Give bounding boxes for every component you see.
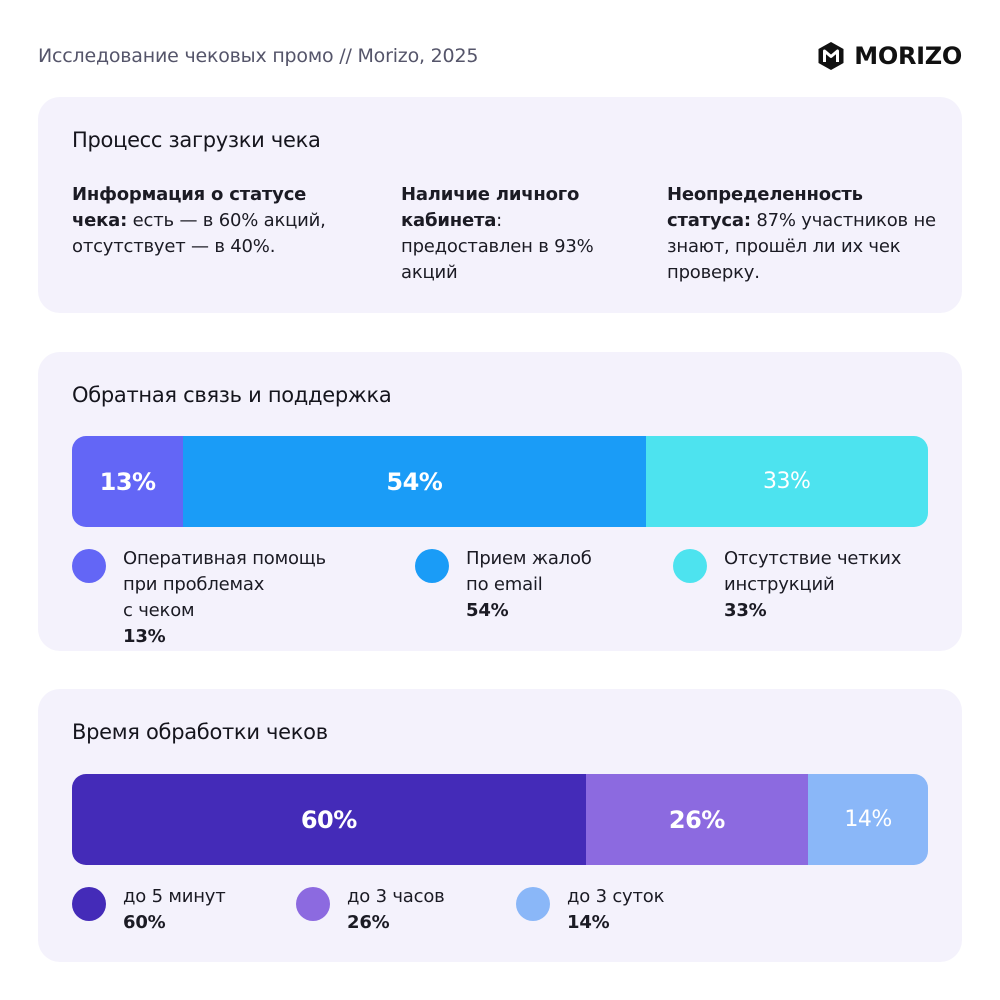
legend-value: 13% — [123, 626, 166, 647]
legend-dot — [673, 549, 707, 583]
processing-time-card: Время обработки чеков 60% 26% 14% до 5 мин… — [38, 689, 962, 962]
status-info-block: Информация о статусе чека: есть — в 60% … — [72, 182, 342, 260]
legend-label: до 5 минут — [123, 886, 226, 907]
legend-dot — [72, 887, 106, 921]
bar-segment-label: 60% — [300, 805, 357, 834]
feedback-support-card: Обратная связь и поддержка 13% 54% 33% Опе… — [38, 352, 962, 651]
legend-dot — [72, 549, 106, 583]
legend-value: 60% — [123, 912, 166, 933]
legend-label: до 3 суток — [567, 886, 665, 907]
legend-label: Отсутствие четких инструкций — [724, 548, 902, 595]
receipt-upload-card: Процесс загрузки чека Информация о стату… — [38, 97, 962, 313]
bar-segment-label: 33% — [763, 469, 811, 494]
status-uncertainty-bold: Неопределенность статуса: — [667, 184, 863, 231]
legend-dot — [296, 887, 330, 921]
feedback-legend-item: Отсутствие четких инструкций 33% — [673, 546, 943, 624]
status-info-text: есть — в 60% акций, отсутствует — в 40%. — [72, 210, 326, 257]
processing-legend-item: до 3 суток 14% — [516, 884, 736, 936]
bar-segment: 26% — [585, 774, 809, 865]
legend-label: до 3 часов — [347, 886, 445, 907]
bar-segment: 60% — [72, 774, 586, 865]
header-caption: Исследование чековых промо // Morizo, 20… — [38, 45, 479, 67]
personal-account-bold: Наличие личного кабинета — [401, 184, 580, 231]
personal-account-block: Наличие личного кабинета: предоставлен в… — [401, 182, 631, 286]
bar-segment-label: 26% — [668, 805, 725, 834]
bar-segment: 54% — [183, 436, 646, 527]
bar-segment-label: 14% — [844, 807, 892, 832]
bar-segment-label: 13% — [99, 467, 156, 496]
status-info-bold: Информация о статусе чека: — [72, 184, 307, 231]
feedback-title: Обратная связь и поддержка — [72, 383, 392, 407]
bar-segment-label: 54% — [386, 467, 443, 496]
bar-segment: 33% — [645, 436, 928, 527]
status-uncertainty-text: 87% участников не знают, прошёл ли их че… — [667, 210, 936, 283]
bar-segment: 14% — [808, 774, 928, 865]
legend-value: 26% — [347, 912, 390, 933]
legend-dot — [415, 549, 449, 583]
feedback-legend-item: Прием жалоб по email 54% — [415, 546, 655, 624]
legend-value: 54% — [466, 600, 509, 621]
legend-dot — [516, 887, 550, 921]
receipt-upload-title: Процесс загрузки чека — [72, 128, 321, 152]
bar-segment: 13% — [72, 436, 184, 527]
personal-account-text: : предоставлен в 93% акций — [401, 210, 594, 283]
processing-legend-item: до 5 минут 60% — [72, 884, 292, 936]
hexagon-m-logo-icon — [818, 42, 844, 70]
processing-title: Время обработки чеков — [72, 720, 328, 744]
legend-label: Прием жалоб по email — [466, 548, 592, 595]
legend-label: Оперативная помощь при проблемах с чеком — [123, 548, 326, 621]
processing-stacked-bar: 60% 26% 14% — [72, 774, 928, 865]
legend-value: 33% — [724, 600, 767, 621]
feedback-legend-item: Оперативная помощь при проблемах с чеком… — [72, 546, 372, 650]
processing-legend-item: до 3 часов 26% — [296, 884, 516, 936]
brand-logo: MORIZO — [816, 41, 962, 71]
page-header: Исследование чековых промо // Morizo, 20… — [38, 42, 962, 70]
feedback-stacked-bar: 13% 54% 33% — [72, 436, 928, 527]
status-uncertainty-block: Неопределенность статуса: 87% участников… — [667, 182, 937, 286]
legend-value: 14% — [567, 912, 610, 933]
logo-text: MORIZO — [854, 42, 962, 70]
